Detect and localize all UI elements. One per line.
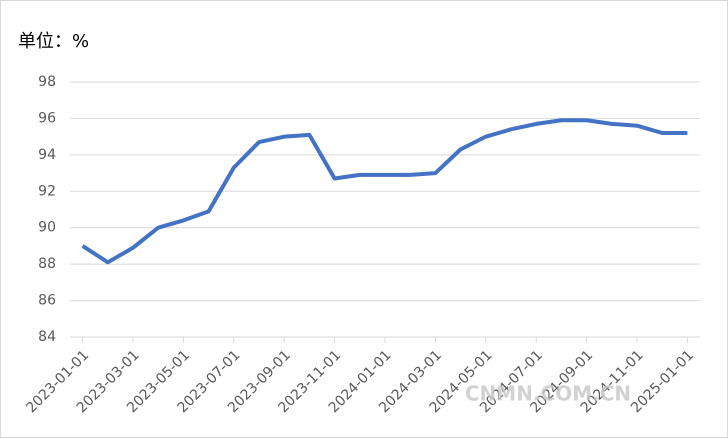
data-line [81,118,688,265]
y-tick-label: 88 [38,256,56,272]
y-tick-label: 90 [38,220,56,236]
y-tick-label: 84 [38,329,56,345]
y-tick-label: 92 [38,183,56,199]
watermark: CNMN.COM.CN [465,382,631,406]
y-tick-label: 94 [38,147,56,163]
y-tick-label: 98 [38,74,56,90]
y-tick-label: 96 [38,110,56,126]
y-tick-label: 86 [38,293,56,309]
y-axis-label: 单位：% [18,31,89,52]
